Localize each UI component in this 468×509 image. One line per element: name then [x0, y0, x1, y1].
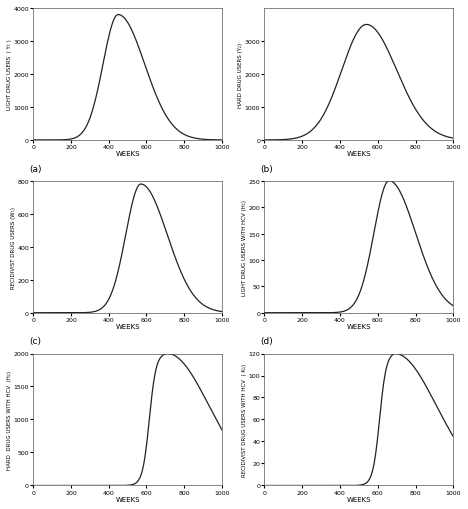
Y-axis label: LIGHT DRUG USERS  ( Y₁ ): LIGHT DRUG USERS ( Y₁ ) — [7, 40, 12, 110]
X-axis label: WEEKS: WEEKS — [115, 324, 140, 330]
Y-axis label: RECIDIVIST DRUG USERS (W₁): RECIDIVIST DRUG USERS (W₁) — [11, 206, 16, 288]
X-axis label: WEEKS: WEEKS — [347, 151, 371, 157]
Y-axis label: HARD  DRUG USERS WITH HCV  (H₂): HARD DRUG USERS WITH HCV (H₂) — [7, 370, 12, 469]
Text: (d): (d) — [261, 337, 273, 346]
X-axis label: WEEKS: WEEKS — [115, 496, 140, 502]
X-axis label: WEEKS: WEEKS — [115, 151, 140, 157]
Text: (c): (c) — [29, 337, 41, 346]
X-axis label: WEEKS: WEEKS — [347, 496, 371, 502]
Y-axis label: RECIDIVIST DRUG USERS WITH HCV  ( K₁): RECIDIVIST DRUG USERS WITH HCV ( K₁) — [242, 363, 247, 476]
Y-axis label: LIGHT DRUG USERS WITH HCV (H₁): LIGHT DRUG USERS WITH HCV (H₁) — [242, 200, 247, 295]
X-axis label: WEEKS: WEEKS — [347, 324, 371, 330]
Text: (b): (b) — [261, 164, 273, 174]
Y-axis label: HARD DRUG USERS (Y₂): HARD DRUG USERS (Y₂) — [238, 42, 243, 107]
Text: (a): (a) — [29, 164, 42, 174]
